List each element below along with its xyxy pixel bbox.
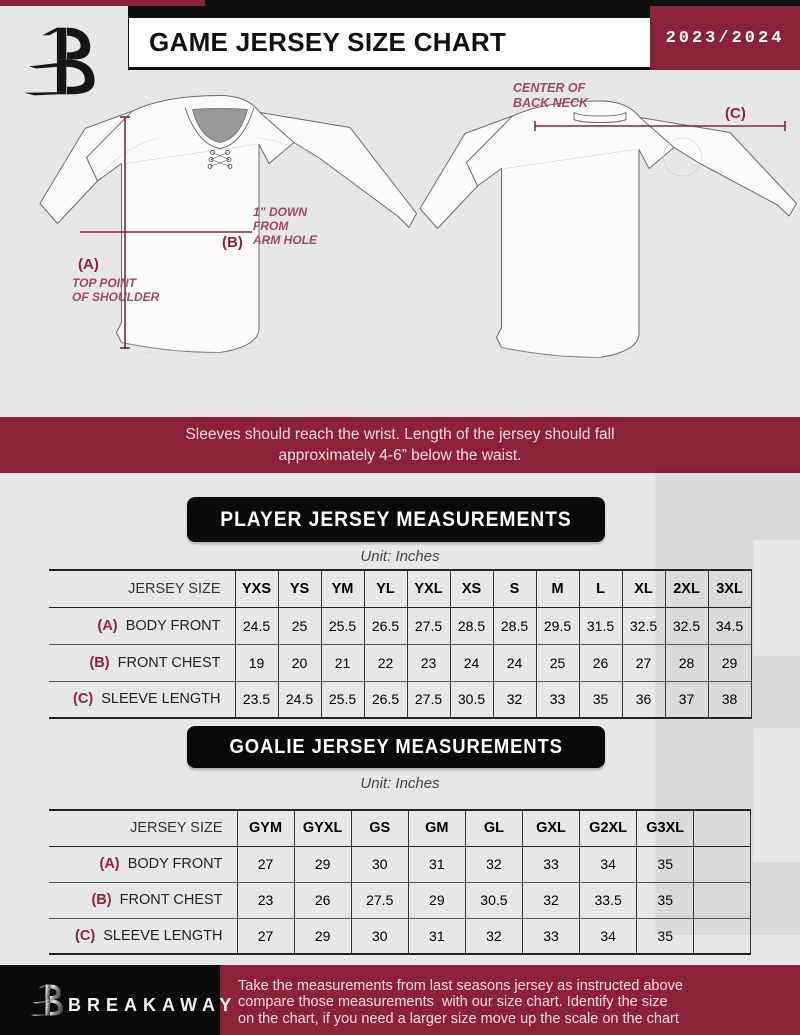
svg-text:(C): (C) <box>725 105 746 122</box>
svg-text:OF SHOULDER: OF SHOULDER <box>72 290 160 304</box>
svg-text:(A): (A) <box>78 256 99 273</box>
svg-text:(B): (B) <box>222 234 243 251</box>
svg-text:TOP POINT: TOP POINT <box>72 276 138 290</box>
